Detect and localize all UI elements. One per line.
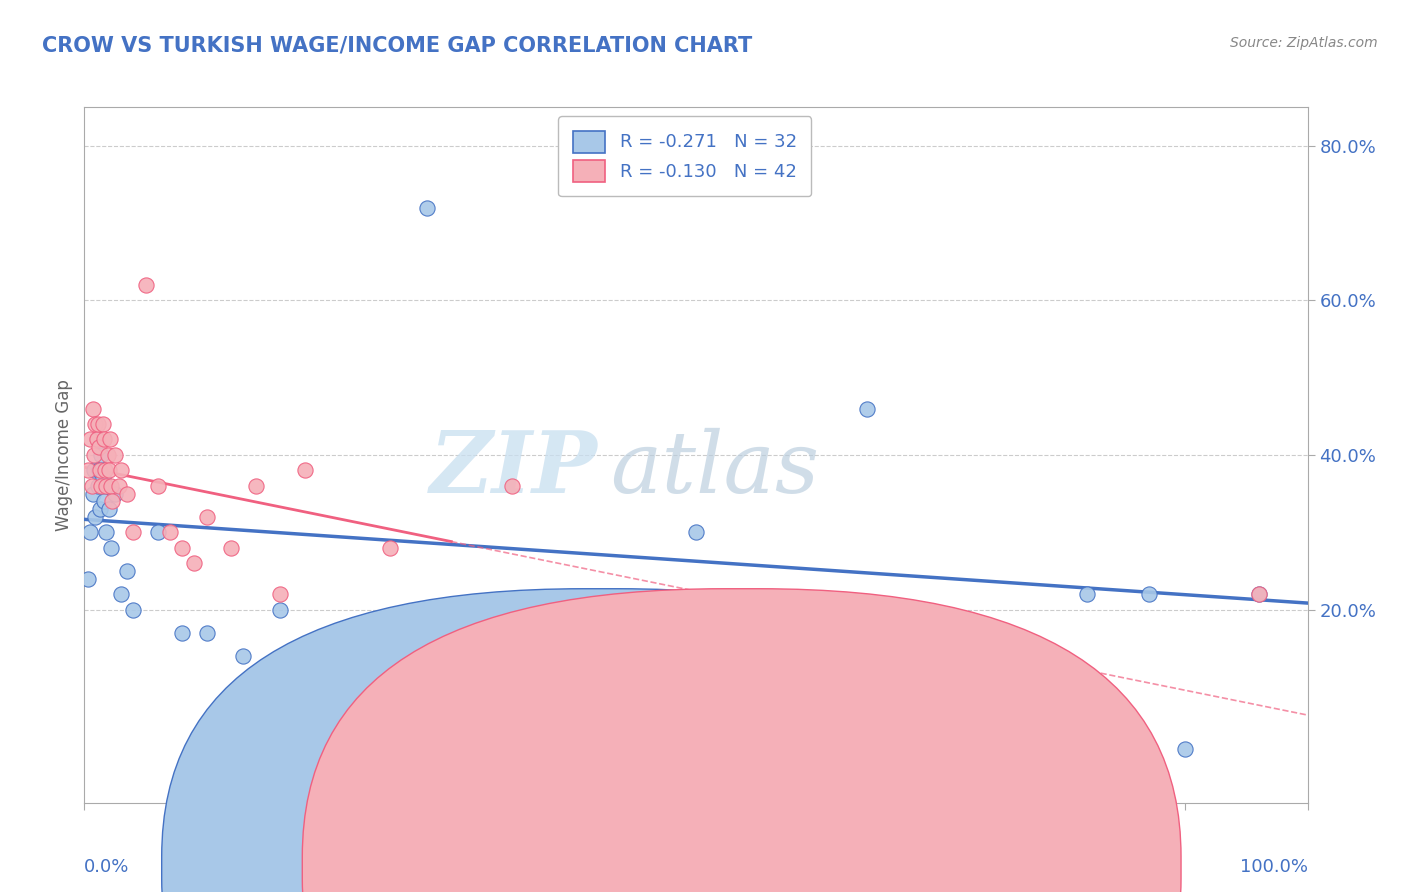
Point: [101, 494, 124, 508]
Point: [90, 479, 112, 493]
Point: [380, 541, 402, 555]
Text: ZIP: ZIP: [430, 427, 598, 510]
Point: [89, 463, 111, 477]
Point: [501, 479, 523, 493]
Point: [1076, 587, 1098, 601]
Point: [172, 541, 194, 555]
Point: [100, 541, 122, 555]
Point: [97, 463, 120, 477]
Point: [84, 509, 107, 524]
Point: [80, 479, 103, 493]
Point: [87, 417, 110, 431]
Point: [104, 448, 127, 462]
Point: [294, 463, 316, 477]
Text: 0.0%: 0.0%: [84, 858, 129, 877]
Point: [77, 572, 100, 586]
Point: [96, 525, 118, 540]
Legend: R = -0.271   N = 32, R = -0.130   N = 42: R = -0.271 N = 32, R = -0.130 N = 42: [558, 116, 811, 196]
Point: [87, 479, 110, 493]
Point: [115, 564, 138, 578]
Point: [122, 602, 145, 616]
Point: [97, 448, 120, 462]
Point: [183, 556, 205, 570]
Point: [1247, 587, 1270, 601]
Point: [97, 502, 120, 516]
Text: 100.0%: 100.0%: [1240, 858, 1308, 877]
Text: Turks: Turks: [751, 847, 796, 865]
Text: Source: ZipAtlas.com: Source: ZipAtlas.com: [1230, 36, 1378, 50]
Point: [122, 525, 145, 540]
Point: [269, 587, 291, 601]
Point: [146, 479, 169, 493]
Point: [96, 479, 118, 493]
Point: [135, 277, 157, 292]
Point: [172, 625, 194, 640]
Point: [1137, 587, 1160, 601]
Point: [856, 401, 879, 416]
Point: [562, 602, 585, 616]
Point: [107, 479, 129, 493]
Point: [104, 486, 127, 500]
Point: [79, 525, 101, 540]
Point: [94, 463, 117, 477]
Point: [77, 463, 100, 477]
Text: atlas: atlas: [610, 427, 820, 510]
Point: [89, 502, 111, 516]
Point: [195, 625, 218, 640]
Point: [195, 509, 218, 524]
Point: [100, 479, 122, 493]
Point: [110, 463, 132, 477]
Y-axis label: Wage/Income Gap: Wage/Income Gap: [55, 379, 73, 531]
Point: [86, 433, 108, 447]
Point: [110, 587, 132, 601]
Point: [86, 433, 108, 447]
Point: [84, 417, 107, 431]
Point: [159, 525, 181, 540]
Point: [416, 201, 439, 215]
Point: [115, 486, 138, 500]
Point: [146, 525, 169, 540]
Point: [245, 479, 267, 493]
Point: [1247, 587, 1270, 601]
Point: [91, 471, 114, 485]
Point: [83, 463, 105, 477]
Point: [807, 648, 830, 663]
Point: [82, 401, 104, 416]
Point: [232, 648, 254, 663]
Point: [856, 680, 879, 694]
Point: [98, 433, 121, 447]
Point: [219, 541, 242, 555]
Point: [269, 602, 291, 616]
Point: [79, 433, 101, 447]
Point: [91, 417, 114, 431]
Point: [82, 486, 104, 500]
Point: [1174, 741, 1197, 756]
Point: [87, 440, 110, 454]
Point: [318, 633, 340, 648]
Point: [90, 448, 112, 462]
Point: [87, 463, 110, 477]
Text: Crow: Crow: [612, 847, 654, 865]
Point: [93, 494, 115, 508]
Point: [93, 433, 115, 447]
Point: [440, 602, 463, 616]
Point: [83, 448, 105, 462]
Point: [685, 525, 707, 540]
Text: CROW VS TURKISH WAGE/INCOME GAP CORRELATION CHART: CROW VS TURKISH WAGE/INCOME GAP CORRELAT…: [42, 36, 752, 55]
